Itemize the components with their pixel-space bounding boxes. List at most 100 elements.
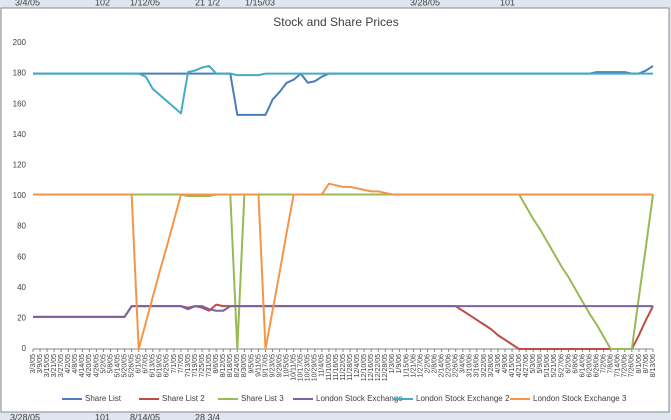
legend-label: Share List — [85, 394, 122, 403]
x-tick-label: 4/21/06 — [516, 354, 523, 377]
x-tick-label: 1/9/06 — [396, 354, 403, 374]
y-tick-label: 160 — [13, 99, 27, 108]
y-tick-label: 0 — [22, 344, 27, 353]
legend-label: London Stock Exchange — [316, 394, 403, 403]
x-tick-label: 2/20/06 — [446, 354, 453, 377]
x-tick-label: 11/4/05 — [319, 354, 326, 377]
x-tick-label: 8/30/05 — [241, 354, 248, 377]
x-tick-label: 9/17/05 — [262, 354, 269, 377]
x-tick-label: 11/10/05 — [326, 354, 333, 381]
y-tick-label: 80 — [17, 222, 26, 231]
x-tick-label: 7/26/06 — [629, 354, 636, 377]
x-tick-label: 1/21/06 — [410, 354, 417, 377]
x-tick-label: 3/21/05 — [51, 354, 58, 377]
cell-text: 1/12/05 — [130, 0, 160, 7]
x-tick-label: 10/17/05 — [298, 354, 305, 381]
y-tick-label: 140 — [13, 130, 27, 139]
legend-label: Share List 3 — [241, 394, 284, 403]
y-tick-label: 60 — [17, 252, 26, 261]
x-tick-label: 10/5/05 — [283, 354, 290, 377]
x-tick-label: 3/27/05 — [58, 354, 65, 377]
x-tick-label: 1/15/06 — [403, 354, 410, 377]
x-tick-label: 2/8/06 — [431, 354, 438, 374]
x-tick-label: 7/1/05 — [171, 354, 178, 374]
series-line — [33, 193, 654, 350]
x-tick-label: 7/13/05 — [185, 354, 192, 377]
x-tick-label: 1/27/06 — [417, 354, 424, 377]
x-tick-label: 2/26/06 — [453, 354, 460, 377]
x-tick-label: 3/3/05 — [30, 354, 37, 374]
cell-text: 101 — [95, 412, 110, 420]
x-tick-label: 3/4/06 — [460, 354, 467, 374]
x-tick-label: 5/27/06 — [558, 354, 565, 377]
x-tick-label: 9/11/05 — [255, 354, 262, 377]
x-tick-label: 6/7/05 — [143, 354, 150, 374]
x-tick-label: 3/15/05 — [44, 354, 51, 377]
x-tick-label: 4/3/06 — [495, 354, 502, 374]
x-tick-label: 3/16/06 — [474, 354, 481, 377]
x-tick-label: 8/13/06 — [650, 354, 657, 377]
cell-text: 3/4/05 — [15, 0, 40, 7]
x-tick-label: 4/2/05 — [65, 354, 72, 374]
x-tick-label: 4/20/05 — [86, 354, 93, 377]
y-tick-label: 180 — [13, 69, 27, 78]
legend-label: Share List 2 — [162, 394, 205, 403]
x-tick-label: 5/14/05 — [114, 354, 121, 377]
x-tick-label: 2/14/06 — [438, 354, 445, 377]
x-tick-label: 6/8/06 — [572, 354, 579, 374]
series-line — [33, 64, 653, 115]
x-tick-label: 6/19/05 — [157, 354, 164, 377]
x-tick-label: 7/25/05 — [199, 354, 206, 377]
cell-text: 8/14/05 — [130, 412, 160, 420]
x-tick-label: 2/2/06 — [424, 354, 431, 374]
x-tick-label: 5/20/05 — [121, 354, 128, 377]
x-tick-label: 7/19/05 — [192, 354, 199, 377]
y-tick-label: 100 — [13, 191, 27, 200]
x-tick-label: 10/29/05 — [312, 354, 319, 381]
chart-title: Stock and Share Prices — [273, 15, 398, 29]
x-tick-label: 6/14/06 — [579, 354, 586, 377]
x-tick-label: 9/23/05 — [269, 354, 276, 377]
legend-label: London Stock Exchange 3 — [533, 394, 627, 403]
x-tick-label: 3/28/06 — [488, 354, 495, 377]
x-tick-label: 4/9/06 — [502, 354, 509, 374]
x-tick-label: 7/20/06 — [622, 354, 629, 377]
x-tick-label: 8/7/06 — [643, 354, 650, 374]
y-tick-label: 20 — [17, 314, 26, 323]
x-tick-label: 6/13/05 — [150, 354, 157, 377]
x-tick-label: 4/14/05 — [79, 354, 86, 377]
x-tick-label: 12/28/05 — [382, 354, 389, 381]
x-tick-label: 9/5/05 — [248, 354, 255, 374]
cell-text: 3/28/05 — [410, 0, 440, 7]
x-tick-label: 5/9/06 — [537, 354, 544, 374]
cell-text: 28 3/4 — [195, 412, 220, 420]
x-tick-label: 3/10/06 — [467, 354, 474, 377]
y-tick-label: 200 — [13, 38, 27, 47]
y-tick-label: 40 — [17, 283, 26, 292]
x-tick-label: 4/8/05 — [72, 354, 79, 374]
x-tick-label: 4/26/05 — [93, 354, 100, 377]
legend-label: London Stock Exchange 2 — [416, 394, 510, 403]
x-tick-label: 12/4/05 — [354, 354, 361, 377]
cell-text: 1/15/03 — [245, 0, 275, 7]
x-tick-label: 5/8/05 — [107, 354, 114, 374]
x-tick-label: 5/21/06 — [551, 354, 558, 377]
x-tick-label: 7/2/06 — [601, 354, 608, 374]
x-tick-label: 9/29/05 — [276, 354, 283, 377]
x-tick-label: 8/6/05 — [213, 354, 220, 374]
x-tick-label: 11/28/05 — [347, 354, 354, 381]
x-tick-label: 7/8/06 — [608, 354, 615, 374]
x-tick-label: 7/7/05 — [178, 354, 185, 374]
chart-area — [0, 7, 670, 413]
x-tick-label: 8/12/05 — [220, 354, 227, 377]
x-tick-label: 5/26/05 — [128, 354, 135, 377]
y-tick-label: 120 — [13, 161, 27, 170]
x-tick-label: 6/2/06 — [565, 354, 572, 374]
x-tick-label: 5/3/06 — [530, 354, 537, 374]
x-tick-label: 11/16/05 — [333, 354, 340, 381]
x-tick-label: 8/24/05 — [234, 354, 241, 377]
x-tick-label: 4/27/06 — [523, 354, 530, 377]
x-tick-label: 11/22/05 — [340, 354, 347, 381]
x-tick-label: 8/1/06 — [636, 354, 643, 374]
